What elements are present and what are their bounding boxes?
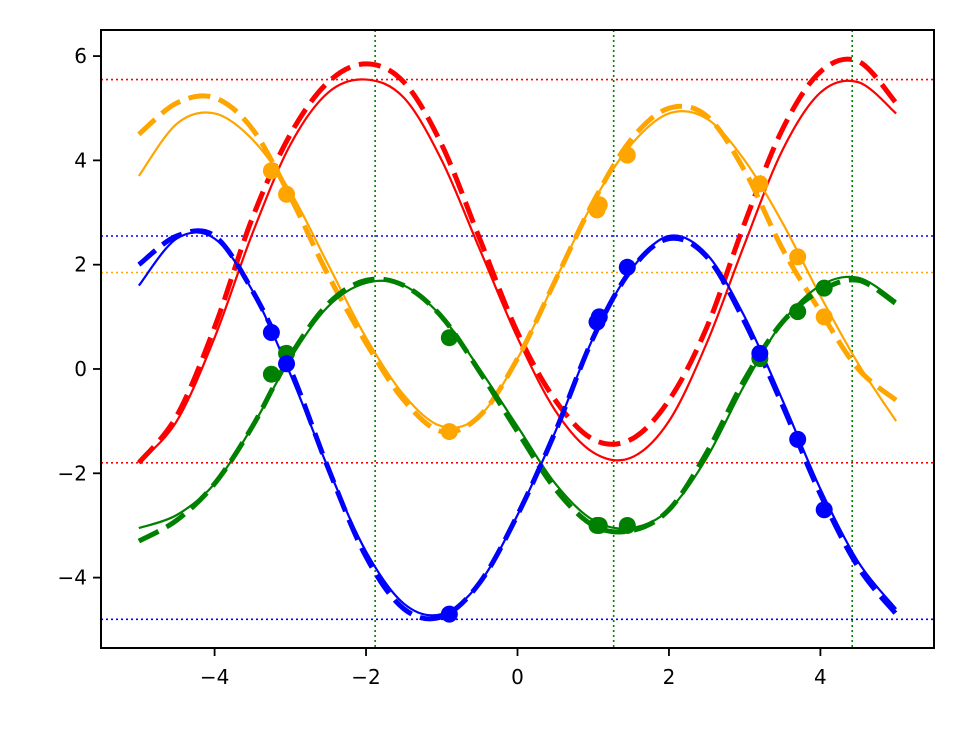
series-2-point-0 <box>262 365 280 383</box>
series-3-point-2 <box>440 605 458 623</box>
series-2-point-2 <box>440 329 458 347</box>
series-1-point-4 <box>590 196 608 214</box>
series-2-point-8 <box>815 279 833 297</box>
series-1-point-5 <box>618 146 636 164</box>
y-tick-label-5: 6 <box>74 44 87 68</box>
series-1-point-1 <box>278 185 296 203</box>
x-tick-label-3: 2 <box>663 665 676 689</box>
y-tick-label-2: 0 <box>74 357 87 381</box>
series-1-point-7 <box>789 248 807 266</box>
plot-content <box>101 30 934 648</box>
x-tick-label-0: −4 <box>200 665 229 689</box>
series-3-point-8 <box>815 501 833 519</box>
axes: −4 −2 0 2 4 −4 −2 0 2 4 6 <box>58 29 935 689</box>
series-3-point-1 <box>278 355 296 373</box>
y-tick-label-3: 2 <box>74 253 87 277</box>
series-3-point-0 <box>262 323 280 341</box>
x-tick-label-4: 4 <box>814 665 827 689</box>
series-0-model-line <box>136 56 899 465</box>
series-2-model-line <box>137 276 898 544</box>
y-tick-label-4: 4 <box>74 148 87 172</box>
series-2-point-7 <box>789 303 807 321</box>
x-tick-label-1: −2 <box>351 665 380 689</box>
series-1-point-6 <box>751 175 769 193</box>
series-2-point-5 <box>618 516 636 534</box>
series-3-point-4 <box>590 308 608 326</box>
series-2-point-4 <box>590 516 608 534</box>
series-3-point-5 <box>618 258 636 276</box>
y-tick-label-1: −2 <box>58 461 87 485</box>
series-3-point-7 <box>789 430 807 448</box>
series-1-point-0 <box>262 162 280 180</box>
series-3-point-6 <box>751 344 769 362</box>
series-1-point-2 <box>440 423 458 441</box>
series-1-model-line <box>137 93 898 435</box>
series-1-point-8 <box>815 308 833 326</box>
plot-area <box>101 30 934 648</box>
y-tick-label-0: −4 <box>58 566 87 590</box>
x-tick-label-2: 0 <box>511 665 524 689</box>
